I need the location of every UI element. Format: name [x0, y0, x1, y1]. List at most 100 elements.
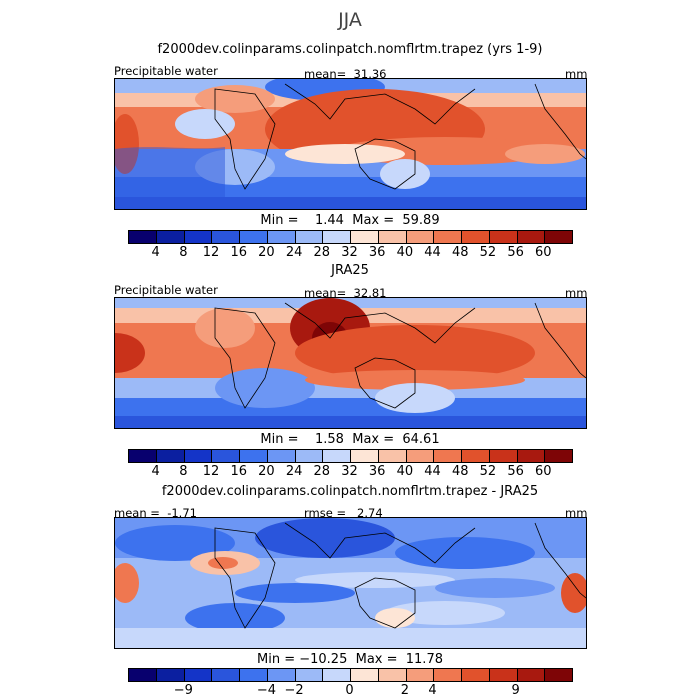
panel-3-minmax: Min = −10.25 Max = 11.78 [257, 652, 443, 667]
colorbar-swatch [489, 450, 518, 462]
colorbar-swatch [184, 450, 213, 462]
colorbar-tick-label: 36 [368, 464, 386, 479]
colorbar-swatch [351, 669, 379, 681]
colorbar-swatch [212, 450, 240, 462]
panel-1-map [114, 78, 587, 210]
colorbar-swatch [267, 669, 296, 681]
colorbar-swatch [295, 231, 324, 243]
colorbar-tick-label: −2 [284, 683, 304, 698]
colorbar-tick-label: 28 [313, 464, 331, 479]
colorbar-swatch [129, 450, 157, 462]
colorbar-tick-label: 20 [258, 245, 275, 260]
colorbar-swatch [156, 231, 185, 243]
colorbar-tick-label: 32 [341, 245, 358, 260]
colorbar-swatch [378, 669, 407, 681]
colorbar-swatch [295, 669, 324, 681]
colorbar-swatch [240, 669, 268, 681]
colorbar-tick-label: 48 [451, 245, 469, 260]
colorbar-tick-label: 0 [345, 683, 354, 698]
colorbar-swatch [378, 450, 407, 462]
panel-2-title: JRA25 [331, 263, 369, 278]
colorbar-swatch [434, 450, 462, 462]
colorbar-swatch [489, 231, 518, 243]
colorbar-swatch [156, 450, 185, 462]
colorbar-swatch [240, 231, 268, 243]
colorbar-tick-label: 24 [285, 464, 303, 479]
colorbar-swatch [212, 231, 240, 243]
panel-2-map [114, 297, 587, 429]
colorbar-tick-label: 8 [179, 245, 188, 260]
colorbar-tick-label: −9 [173, 683, 193, 698]
panel-2-minmax: Min = 1.58 Max = 64.61 [260, 432, 440, 447]
colorbar-tick-label: 12 [202, 464, 220, 479]
panel-1-colorbar-ticks: 4 8 12 16 20 24 28 32 36 40 44 48 52 56 60 [128, 245, 571, 261]
colorbar-tick-label: 16 [230, 245, 248, 260]
panel-1-variable-label: Precipitable water [114, 64, 218, 78]
colorbar-swatch [378, 231, 407, 243]
colorbar-tick-label: 4 [151, 464, 160, 479]
colorbar-tick-label: 2 [400, 683, 410, 698]
panel-3-rmse-label: rmse = 2.74 [304, 506, 383, 520]
colorbar-tick-label: −4 [256, 683, 277, 698]
panel-2-variable-label: Precipitable water [114, 283, 218, 297]
colorbar-swatch [323, 231, 351, 243]
colorbar-swatch [489, 669, 518, 681]
colorbar-tick-label: 56 [507, 464, 524, 479]
colorbar-swatch [212, 669, 240, 681]
colorbar-swatch [517, 669, 546, 681]
colorbar-swatch [545, 450, 572, 462]
colorbar-swatch [434, 669, 462, 681]
colorbar-swatch [295, 450, 324, 462]
colorbar-tick-label: 8 [179, 464, 188, 479]
colorbar-swatch [351, 231, 379, 243]
colorbar-swatch [267, 450, 296, 462]
colorbar-swatch [545, 669, 572, 681]
colorbar-swatch [462, 231, 490, 243]
colorbar-swatch [351, 450, 379, 462]
colorbar-tick-label: 40 [396, 245, 414, 260]
colorbar-tick-label: 32 [341, 464, 358, 479]
colorbar-tick-label: 52 [479, 245, 497, 260]
colorbar-tick-label: 44 [424, 245, 441, 260]
panel-2-mean-label: mean= 32.81 [304, 286, 387, 300]
colorbar-swatch [406, 450, 435, 462]
colorbar-swatch [323, 669, 351, 681]
season-label: JJA [338, 9, 362, 31]
panel-2-colorbar [128, 449, 573, 463]
panel-3-colorbar-ticks: −9 −4 −2 0 2 4 9 [128, 683, 571, 699]
colorbar-tick-label: 12 [202, 245, 220, 260]
panel-1-title: f2000dev.colinparams.colinpatch.nomflrtm… [157, 42, 543, 57]
colorbar-tick-label: 52 [479, 464, 497, 479]
panel-3-mean-label: mean = -1.71 [114, 506, 197, 520]
colorbar-tick-label: 60 [535, 245, 552, 260]
panel-1-mean-label: mean= 31.36 [304, 67, 387, 81]
colorbar-tick-label: 44 [424, 464, 441, 479]
colorbar-tick-label: 60 [535, 464, 552, 479]
colorbar-tick-label: 36 [368, 245, 386, 260]
colorbar-swatch [462, 669, 490, 681]
colorbar-swatch [517, 231, 546, 243]
colorbar-swatch [129, 231, 157, 243]
panel-1-colorbar [128, 230, 573, 244]
colorbar-swatch [184, 231, 213, 243]
colorbar-swatch [267, 231, 296, 243]
panel-1-units: mm [565, 67, 588, 81]
colorbar-tick-label: 40 [396, 464, 414, 479]
colorbar-tick-label: 56 [507, 245, 524, 260]
colorbar-tick-label: 16 [230, 464, 248, 479]
colorbar-swatch [129, 669, 157, 681]
colorbar-tick-label: 4 [428, 683, 437, 698]
panel-2-units: mm [565, 286, 588, 300]
colorbar-tick-label: 4 [151, 245, 160, 260]
colorbar-tick-label: 28 [313, 245, 331, 260]
colorbar-swatch [434, 231, 462, 243]
panel-1-minmax: Min = 1.44 Max = 59.89 [260, 213, 440, 228]
colorbar-swatch [517, 450, 546, 462]
colorbar-tick-label: 9 [511, 683, 520, 698]
panel-3-units: mm [565, 506, 588, 520]
colorbar-swatch [156, 669, 185, 681]
panel-3-title: f2000dev.colinparams.colinpatch.nomflrtm… [161, 484, 539, 499]
colorbar-swatch [545, 231, 572, 243]
colorbar-swatch [406, 669, 435, 681]
colorbar-swatch [323, 450, 351, 462]
